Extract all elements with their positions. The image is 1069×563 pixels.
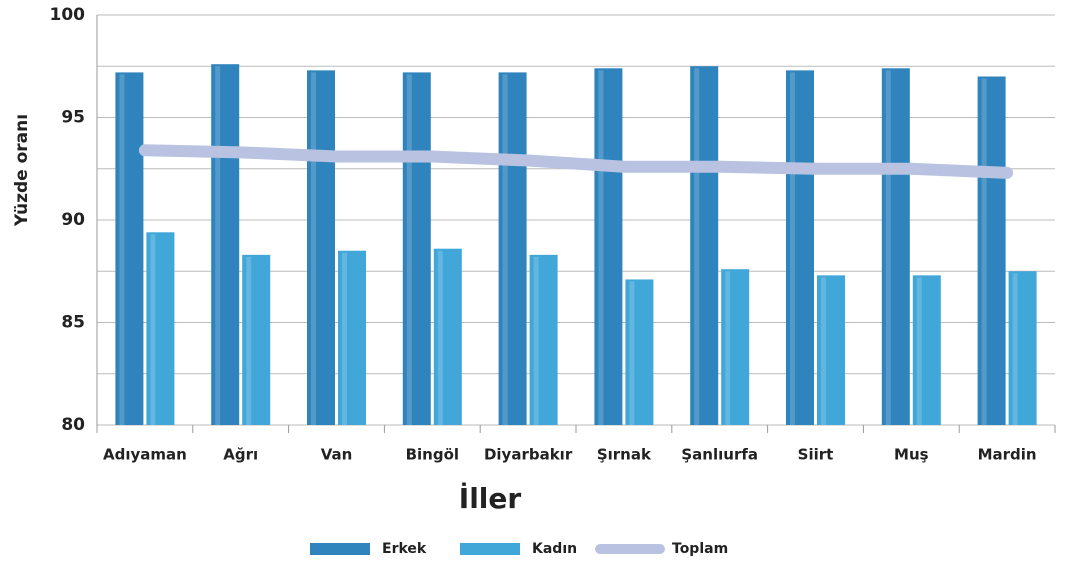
- bar-highlight: [437, 250, 443, 425]
- y-tick-label: 80: [61, 415, 85, 435]
- bar: [977, 76, 1006, 425]
- bar-highlight: [694, 68, 700, 425]
- x-tick-label: Ağrı: [223, 446, 258, 464]
- bar: [338, 250, 366, 425]
- line: [138, 144, 1014, 179]
- bar: [498, 72, 527, 426]
- bar-highlight: [790, 72, 795, 425]
- bar: [625, 279, 654, 425]
- bar: [1008, 271, 1037, 425]
- y-tick-label: 95: [61, 108, 85, 128]
- x-tick-label: Muş: [894, 446, 929, 464]
- bar-highlight: [629, 281, 635, 425]
- bar: [402, 72, 431, 426]
- x-tick-label: Adıyaman: [103, 446, 187, 464]
- bar-highlight: [150, 234, 156, 425]
- bar: [912, 275, 941, 425]
- bar-highlight: [215, 66, 221, 425]
- bar: [594, 68, 623, 426]
- legend-swatch: [310, 543, 370, 555]
- legend-label: Erkek: [382, 541, 427, 557]
- x-tick-label: Van: [321, 446, 353, 464]
- y-axis-title: Yüzde oranı: [12, 114, 32, 227]
- bar-highlight: [502, 74, 508, 426]
- bar-highlight: [821, 277, 826, 425]
- bar: [817, 275, 845, 425]
- bar: [242, 254, 271, 425]
- x-tick-label: Siirt: [798, 446, 834, 464]
- bar-highlight: [406, 74, 412, 426]
- bar: [690, 66, 719, 425]
- x-tick-label: Mardin: [978, 446, 1037, 464]
- bar-highlight: [598, 70, 604, 426]
- bar: [307, 70, 335, 425]
- bar-highlight: [916, 277, 922, 425]
- bar-highlight: [342, 252, 347, 425]
- x-tick-label: Diyarbakır: [484, 446, 573, 464]
- bar: [433, 248, 462, 425]
- x-axis-title: İller: [459, 481, 522, 515]
- bar: [211, 64, 240, 425]
- legend-label: Kadın: [532, 541, 577, 557]
- bar: [115, 72, 144, 426]
- bar-highlight: [533, 256, 539, 425]
- bar-highlight: [119, 74, 125, 426]
- bar: [881, 68, 910, 426]
- bar-highlight: [311, 72, 316, 425]
- legend-label: Toplam: [672, 541, 728, 557]
- bar-highlight: [981, 78, 987, 425]
- y-tick-label: 90: [61, 210, 85, 230]
- bar: [529, 254, 558, 425]
- bar-highlight: [1012, 273, 1018, 425]
- bar: [786, 70, 814, 425]
- x-tick-label: Bingöl: [406, 446, 459, 464]
- bar: [721, 269, 750, 425]
- bar-highlight: [246, 256, 252, 425]
- bar: [146, 232, 175, 425]
- x-tick-label: Şırnak: [597, 446, 652, 464]
- y-tick-label: 100: [50, 5, 86, 25]
- bar-highlight: [885, 70, 891, 426]
- bar-highlight: [725, 271, 731, 425]
- y-tick-label: 85: [61, 313, 85, 333]
- x-tick-label: Şanlıurfa: [681, 446, 758, 464]
- legend-swatch: [460, 543, 520, 555]
